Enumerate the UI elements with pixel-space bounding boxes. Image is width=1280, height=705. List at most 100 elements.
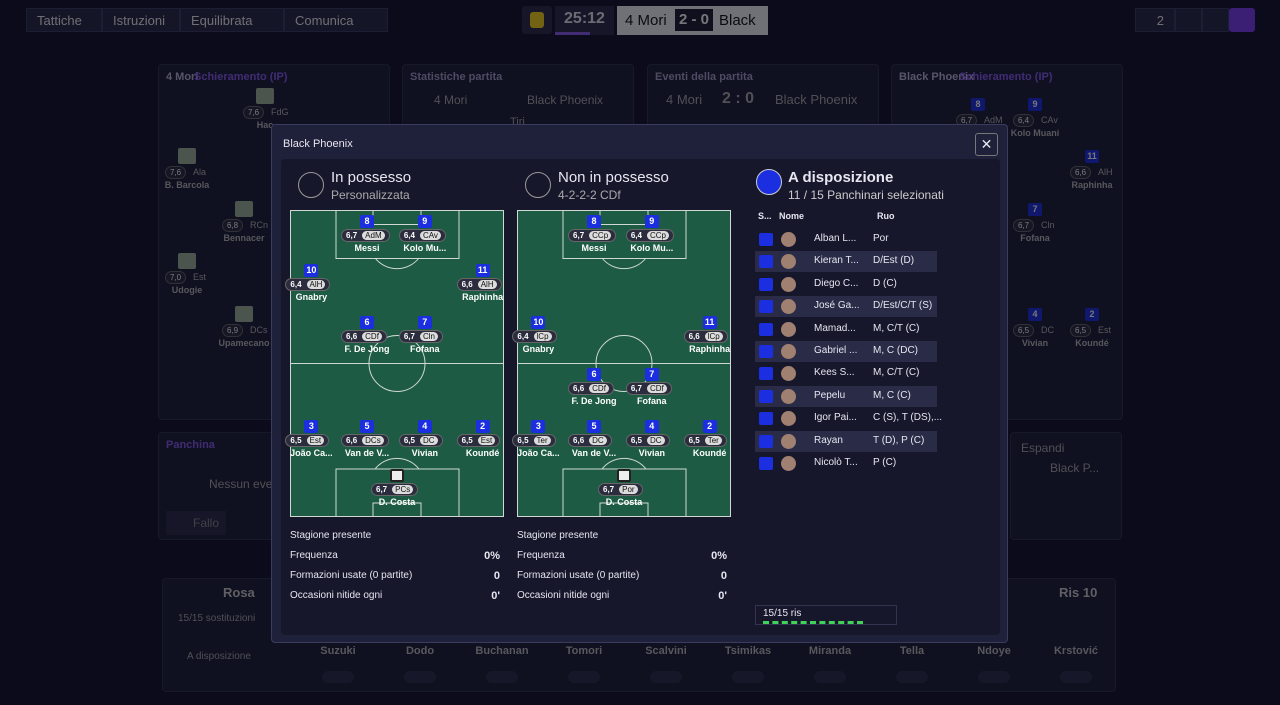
rating-pill: 6,4 CAv	[398, 228, 446, 242]
player-name: D. Costa	[378, 497, 416, 508]
bench-row[interactable]: Mamad... M, C/T (C)	[755, 319, 937, 340]
player-name: Messi	[354, 242, 380, 253]
bench-name: Nicolò T...	[814, 457, 858, 468]
role: DCs	[362, 436, 384, 446]
role: Est	[477, 436, 496, 446]
rating: 6,7	[346, 230, 358, 240]
player-name: Gnabry	[295, 291, 328, 302]
rating: 6,6	[573, 384, 585, 394]
rating: 6,4	[630, 230, 642, 240]
shirt	[759, 255, 773, 269]
avatar	[781, 388, 796, 404]
rating-pill: 6,5 DC	[398, 434, 443, 448]
shirt: 4	[417, 420, 432, 434]
rating: 6,5	[290, 436, 302, 446]
bench-subtitle: 11 / 15 Panchinari selezionati	[788, 188, 944, 202]
rating-pill: 6,4 AlH	[285, 277, 331, 291]
close-button[interactable]: ✕	[975, 133, 998, 156]
bench-role: D/Est (D)	[873, 255, 915, 267]
player-name: Raphinha	[462, 291, 504, 302]
stat-value: 0'	[718, 590, 727, 602]
role: Est	[306, 436, 325, 446]
shirt	[759, 345, 773, 358]
role: PCs	[392, 485, 414, 495]
avatar	[781, 456, 796, 471]
rating-pill: 6,7 CCp	[568, 228, 617, 242]
shirt: 2	[475, 420, 490, 434]
shirt: 9	[644, 214, 659, 228]
player-name: Messi	[581, 242, 607, 253]
player-name: F. De Jong	[344, 343, 390, 354]
rating-pill: 6,6 DC	[568, 434, 612, 448]
rating: 6,5	[403, 436, 415, 446]
formation-subtitle: 4-2-2-2 CDf	[558, 188, 621, 202]
shirt: 6	[587, 368, 602, 382]
bench-row[interactable]: Nicolò T... P (C)	[755, 453, 937, 474]
shirt: 2	[702, 420, 717, 434]
bench-role: D/Est/C/T (S)	[873, 300, 933, 312]
stat-label: Occasioni nitide ogni	[517, 590, 610, 601]
bench-row[interactable]: Gabriel ... M, C (DC)	[755, 341, 937, 362]
bench-name: Pepelu	[814, 389, 846, 401]
player-name: Koundé	[692, 448, 727, 459]
bench-name: Rayan	[814, 434, 843, 446]
rating-pill: 6,4 lCp	[512, 329, 557, 343]
bench-footer-box	[755, 605, 897, 625]
shirt	[759, 434, 773, 448]
bench-row[interactable]: Igor Pai... C (S), T (DS),...	[755, 408, 942, 429]
formation-title: Non in possesso	[558, 169, 669, 186]
formation-title: In possesso	[331, 169, 412, 186]
stat-value: 0	[720, 570, 727, 582]
bench-row[interactable]: Alban L... Por	[755, 229, 937, 250]
avatar	[781, 299, 796, 315]
bench-row[interactable]: Pepelu M, C (C)	[755, 385, 937, 407]
bench-row[interactable]: Kieran T... D/Est (D)	[755, 251, 937, 273]
rating-pill: 6,7 PCs	[371, 483, 419, 497]
bench-role: D (C)	[873, 277, 897, 289]
bench-row[interactable]: Rayan T (D), P (C)	[755, 430, 937, 452]
role: lCp	[533, 331, 552, 341]
avatar	[781, 232, 796, 247]
stat-value: 0	[493, 570, 500, 582]
rating-pill: 6,5 DC	[625, 434, 670, 448]
avatar	[781, 276, 796, 292]
shirt: 3	[531, 420, 546, 434]
bench-name: Kieran T...	[814, 255, 859, 267]
avatar	[781, 321, 796, 337]
stat-label: Stagione presente	[290, 530, 372, 541]
bench-row[interactable]: José Ga... D/Est/C/T (S)	[755, 296, 937, 318]
role: Ter	[704, 436, 722, 446]
bench-icon	[756, 169, 782, 195]
rating: 6,6	[461, 279, 473, 289]
pitch: 8 6,7 CCp Messi 9 6,4 CCp Kolo Mu... 10 6,4 lCp Gna…	[512, 210, 731, 518]
stat-label: Occasioni nitide ogni	[290, 590, 383, 601]
bench-row[interactable]: Diego C... D (C)	[755, 274, 937, 295]
role: DC	[589, 436, 607, 446]
shirt: 7	[644, 368, 659, 382]
rating-pill: 6,6 CDf	[341, 329, 387, 343]
player-name: F. De Jong	[571, 396, 617, 407]
rating: 6,5	[630, 436, 642, 446]
modal: Black Phoenix ✕ In possesso Personalizzata 8…	[271, 124, 1008, 643]
avatar	[781, 366, 796, 382]
shirt	[759, 300, 773, 314]
bench-name: José Ga...	[814, 300, 860, 312]
stat-value: 0%	[711, 550, 727, 562]
role: DC	[419, 436, 438, 446]
shirt	[759, 277, 773, 291]
gk-shirt	[617, 469, 631, 483]
stat-label: Formazioni usate (0 partite)	[290, 570, 413, 581]
rating: 6,4	[290, 279, 302, 289]
bench-row[interactable]: Kees S... M, C/T (C)	[755, 363, 937, 384]
role: Ter	[533, 436, 551, 446]
avatar	[781, 411, 796, 427]
rating: 6,6	[346, 331, 358, 341]
shirt: 5	[587, 420, 602, 434]
rating-pill: 6,5 Est	[285, 434, 330, 448]
bench-name: Igor Pai...	[814, 412, 857, 424]
role: AdM	[362, 230, 385, 240]
avatar	[781, 254, 796, 270]
rating: 6,7	[573, 230, 585, 240]
role: CCp	[646, 230, 669, 240]
